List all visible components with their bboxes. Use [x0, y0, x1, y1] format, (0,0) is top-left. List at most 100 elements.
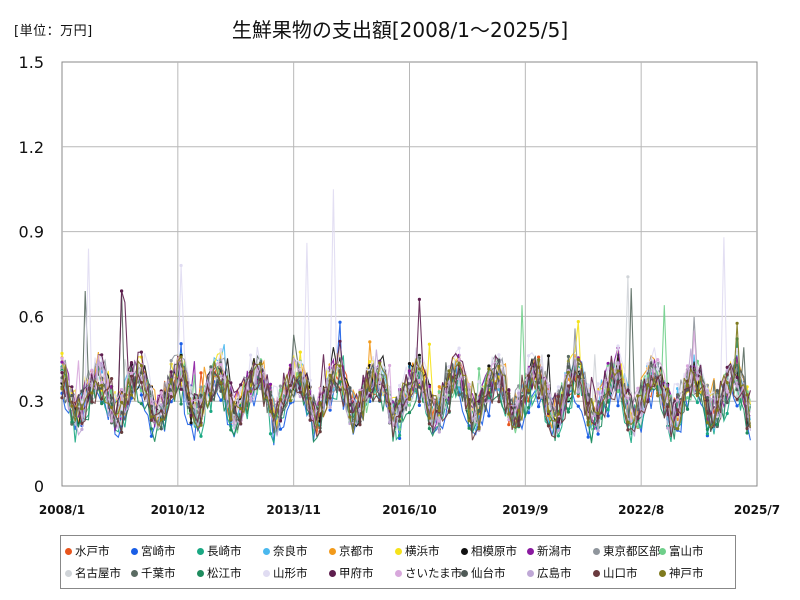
- data-point: [685, 388, 690, 392]
- data-point: [497, 353, 501, 357]
- data-point: [437, 393, 441, 398]
- data-point: [447, 369, 451, 373]
- data-point: [129, 374, 134, 378]
- data-point: [348, 415, 352, 419]
- series-line-18: [61, 359, 751, 441]
- data-point: [725, 365, 729, 369]
- data-point: [596, 429, 600, 433]
- data-point: [328, 396, 332, 400]
- data-point: [477, 367, 481, 371]
- data-point: [467, 390, 471, 394]
- data-point: [70, 404, 74, 408]
- series-line-15: [61, 330, 751, 428]
- data-point: [308, 418, 312, 422]
- data-point: [288, 399, 292, 403]
- data-point: [388, 420, 392, 424]
- data-point: [467, 419, 471, 423]
- data-point: [60, 360, 64, 364]
- data-point: [656, 358, 660, 362]
- data-point: [199, 398, 203, 402]
- data-point: [298, 390, 302, 394]
- data-point: [556, 395, 561, 399]
- data-point: [80, 407, 84, 411]
- data-point: [268, 382, 273, 386]
- data-point: [616, 369, 620, 373]
- data-point: [725, 381, 729, 385]
- data-point: [566, 410, 571, 414]
- data-point: [537, 355, 541, 359]
- data-point: [497, 400, 501, 404]
- data-point: [527, 406, 531, 410]
- data-point: [735, 394, 739, 398]
- data-point: [378, 361, 382, 365]
- data-point: [497, 385, 501, 389]
- data-point: [537, 358, 541, 362]
- legend-marker-icon: [527, 569, 534, 577]
- legend-marker-icon: [461, 547, 468, 555]
- data-point: [308, 378, 312, 382]
- data-point: [209, 365, 213, 369]
- data-point: [735, 363, 739, 367]
- data-point: [100, 397, 104, 401]
- legend-label: 奈良市: [273, 544, 308, 558]
- data-point: [179, 263, 183, 268]
- data-point: [169, 359, 173, 363]
- data-point: [685, 383, 690, 388]
- data-point: [735, 321, 739, 325]
- data-point: [398, 419, 402, 423]
- data-point: [676, 427, 680, 431]
- x-tick-label: 2016/10: [382, 503, 436, 517]
- data-point: [388, 406, 392, 410]
- data-point: [407, 411, 412, 415]
- data-point: [139, 393, 143, 397]
- data-point: [189, 421, 193, 425]
- data-point: [427, 422, 431, 426]
- data-point: [487, 384, 491, 388]
- data-point: [249, 370, 253, 374]
- data-point: [566, 354, 571, 359]
- data-point: [348, 386, 352, 390]
- data-point: [179, 402, 183, 406]
- data-point: [586, 423, 590, 427]
- data-point: [268, 409, 273, 414]
- data-point: [179, 342, 183, 346]
- data-point: [626, 275, 630, 279]
- data-point: [398, 436, 402, 440]
- legend-marker-icon: [659, 569, 666, 577]
- data-point: [407, 403, 412, 407]
- data-point: [596, 432, 600, 436]
- data-point: [437, 385, 441, 389]
- data-point: [298, 373, 302, 377]
- data-point: [556, 412, 561, 416]
- data-point: [447, 380, 451, 384]
- data-point: [60, 371, 64, 375]
- data-point: [676, 393, 680, 397]
- data-point: [159, 391, 163, 395]
- data-point: [398, 427, 402, 431]
- data-point: [527, 388, 531, 393]
- data-point: [90, 368, 94, 372]
- data-point: [199, 434, 203, 438]
- data-point: [695, 393, 700, 397]
- legend-item: 東京都区部: [593, 540, 661, 562]
- x-tick-label: 2019/9: [502, 503, 548, 517]
- data-point: [219, 398, 223, 402]
- legend-label: 千葉市: [141, 566, 176, 580]
- legend-marker-icon: [263, 547, 270, 555]
- data-point: [60, 396, 64, 400]
- data-point: [149, 427, 153, 431]
- data-point: [278, 427, 282, 431]
- legend-item: 奈良市: [263, 540, 329, 562]
- legend-marker-icon: [329, 569, 336, 577]
- data-point: [288, 383, 292, 387]
- legend-label: 新潟市: [537, 544, 572, 558]
- data-point: [338, 339, 342, 343]
- data-point: [318, 430, 322, 434]
- data-point: [378, 399, 382, 403]
- data-point: [735, 397, 739, 401]
- data-point: [120, 387, 124, 392]
- data-point: [149, 397, 153, 401]
- data-point: [199, 423, 203, 427]
- data-point: [477, 427, 481, 431]
- series-line-19: [61, 323, 751, 434]
